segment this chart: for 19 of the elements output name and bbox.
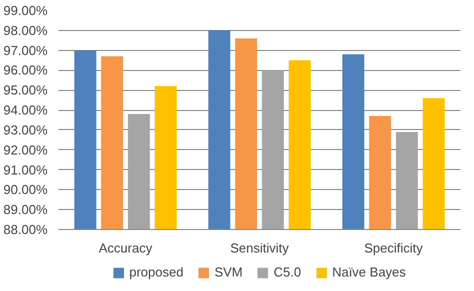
legend-label: C5.0 [274,264,302,280]
legend-label: proposed [129,264,184,280]
y-tick-label: 93.00% [3,122,48,138]
x-tick-label: Sensitivity [230,240,290,256]
y-tick-label: 88.00% [3,222,48,237]
y-tick-label: 92.00% [3,142,48,158]
y-tick-label: 98.00% [3,22,48,38]
x-tick-label: Specificity [364,240,424,256]
legend-label: SVM [214,264,243,280]
y-tick-label: 90.00% [3,182,48,198]
legend-label: Naïve Bayes [332,264,406,280]
y-tick-label: 95.00% [3,82,48,98]
y-tick-label: 96.00% [3,62,48,78]
y-tick-label: 91.00% [3,162,48,178]
y-tick-label: 99.00% [3,3,48,18]
y-tick-label: 97.00% [3,42,48,58]
y-tick-label: 94.00% [3,102,48,118]
x-tick-label: Accuracy [98,240,153,256]
y-tick-label: 89.00% [3,202,48,218]
